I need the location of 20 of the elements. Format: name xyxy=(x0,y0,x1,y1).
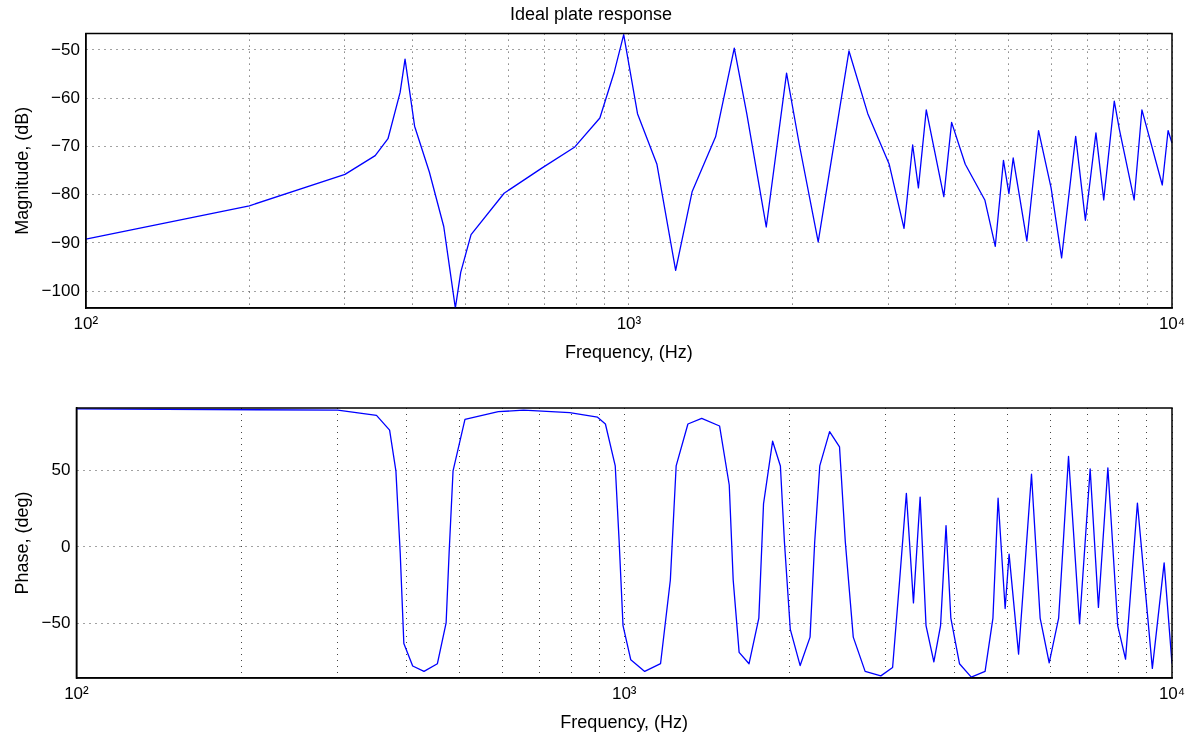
x-tick-label: 10⁴ xyxy=(1158,683,1186,703)
x-axis-title: Frequency, (Hz) xyxy=(560,712,689,733)
y-tick-label: 50 xyxy=(51,459,71,479)
y-tick-label: −90 xyxy=(51,232,80,252)
x-axis-title: Frequency, (Hz) xyxy=(565,342,693,363)
y-tick-label: −60 xyxy=(51,87,80,107)
x-tick-label: 10³ xyxy=(611,683,637,703)
y-tick-label: −100 xyxy=(41,280,80,300)
y-tick-label: −50 xyxy=(51,39,80,59)
x-tick-label: 10² xyxy=(73,313,99,333)
y-tick-label: 0 xyxy=(60,536,71,556)
x-tick-label: 10³ xyxy=(616,313,642,333)
chart-title: Ideal plate response xyxy=(509,3,673,24)
x-tick-label: 10² xyxy=(64,683,90,703)
y-tick-label: −80 xyxy=(51,184,80,204)
y-axis-title: Magnitude, (dB) xyxy=(11,106,32,235)
x-tick-label: 10⁴ xyxy=(1158,313,1186,333)
y-tick-label: −70 xyxy=(51,136,80,156)
y-axis-title: Phase, (deg) xyxy=(11,491,32,595)
y-tick-label: −50 xyxy=(41,613,71,633)
